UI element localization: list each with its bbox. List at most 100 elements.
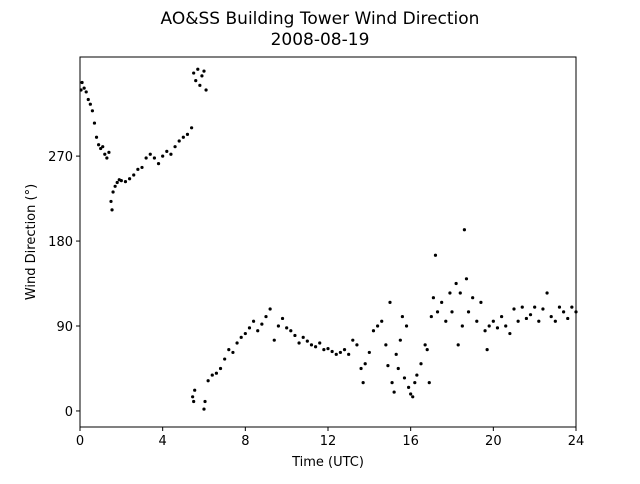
- data-point: [79, 88, 83, 92]
- data-point: [562, 310, 566, 314]
- data-point: [322, 348, 326, 352]
- data-point: [326, 347, 330, 351]
- data-point: [264, 314, 268, 319]
- data-point: [390, 381, 394, 385]
- data-point: [276, 324, 280, 328]
- x-axis-label: Time (UTC): [291, 455, 364, 470]
- data-point: [214, 371, 218, 375]
- data-point: [136, 167, 140, 171]
- data-point: [471, 296, 475, 300]
- data-point: [380, 319, 384, 323]
- data-point: [210, 373, 214, 377]
- data-point: [338, 350, 342, 355]
- y-tick-label: 0: [65, 405, 73, 420]
- x-tick-label: 20: [485, 434, 502, 449]
- data-point: [99, 146, 103, 151]
- data-point: [516, 319, 520, 323]
- data-point: [392, 390, 396, 394]
- data-point: [386, 364, 390, 368]
- x-tick-label: 16: [402, 434, 419, 449]
- data-point: [169, 152, 173, 156]
- data-point: [464, 277, 469, 281]
- data-point: [185, 132, 190, 136]
- data-point: [342, 348, 347, 352]
- chart-subtitle: 2008-08-19: [271, 30, 370, 50]
- data-point: [202, 69, 206, 73]
- data-point: [105, 156, 109, 160]
- data-point: [409, 392, 413, 396]
- y-axis-label: Wind Direction (°): [24, 184, 39, 300]
- data-point: [193, 388, 197, 392]
- data-point: [272, 338, 276, 342]
- data-point: [355, 343, 359, 347]
- data-point: [407, 385, 411, 389]
- data-point: [123, 179, 128, 184]
- data-point: [297, 341, 301, 345]
- data-point: [196, 67, 200, 71]
- data-point: [363, 362, 367, 366]
- data-point: [553, 319, 557, 323]
- data-point: [231, 350, 235, 355]
- data-point: [444, 319, 448, 323]
- data-point: [260, 322, 264, 326]
- data-point: [82, 86, 86, 90]
- data-point: [289, 329, 293, 333]
- chart-title: AO&SS Building Tower Wind Direction: [161, 9, 480, 29]
- data-point: [458, 291, 462, 295]
- y-tick-label: 180: [48, 235, 73, 250]
- data-point: [361, 381, 365, 385]
- x-tick-label: 0: [76, 434, 84, 449]
- x-tick-label: 24: [568, 434, 585, 449]
- data-point: [301, 335, 305, 339]
- data-point: [88, 102, 92, 106]
- data-point: [460, 324, 464, 328]
- y-tick-label: 90: [56, 320, 73, 335]
- data-point: [427, 381, 431, 385]
- data-point: [359, 366, 363, 371]
- data-point: [533, 305, 537, 309]
- data-point: [318, 341, 322, 345]
- data-point: [404, 324, 409, 328]
- data-point: [190, 126, 194, 130]
- y-tick-label: 270: [48, 150, 73, 165]
- data-point: [113, 184, 117, 188]
- data-point: [119, 179, 123, 183]
- data-point: [398, 338, 402, 342]
- data-point: [425, 348, 429, 352]
- x-tick-label: 4: [159, 434, 167, 449]
- data-point: [479, 300, 483, 305]
- data-point: [314, 345, 318, 349]
- data-point: [218, 366, 223, 371]
- data-point: [115, 180, 119, 185]
- data-point: [252, 319, 256, 323]
- data-point: [128, 177, 132, 181]
- data-point: [140, 165, 144, 170]
- data-point: [90, 109, 94, 113]
- data-point: [97, 143, 101, 147]
- data-point: [309, 343, 314, 347]
- data-point: [330, 349, 334, 354]
- data-point: [367, 350, 371, 355]
- data-point: [431, 296, 435, 300]
- data-point: [423, 343, 427, 347]
- data-point: [103, 152, 107, 156]
- data-point: [440, 300, 444, 305]
- data-point: [429, 314, 433, 319]
- data-point: [101, 145, 105, 149]
- data-point: [528, 313, 533, 317]
- data-point: [508, 331, 512, 336]
- data-point: [80, 80, 84, 85]
- data-point: [520, 305, 524, 309]
- data-point: [177, 139, 181, 143]
- plot-frame: [79, 56, 577, 428]
- data-point: [413, 381, 417, 385]
- data-point: [475, 319, 479, 323]
- data-point: [456, 343, 460, 347]
- data-point: [396, 366, 400, 371]
- data-point: [400, 314, 404, 319]
- data-point: [454, 281, 458, 286]
- data-point: [235, 341, 239, 345]
- x-tick-label: 8: [241, 434, 249, 449]
